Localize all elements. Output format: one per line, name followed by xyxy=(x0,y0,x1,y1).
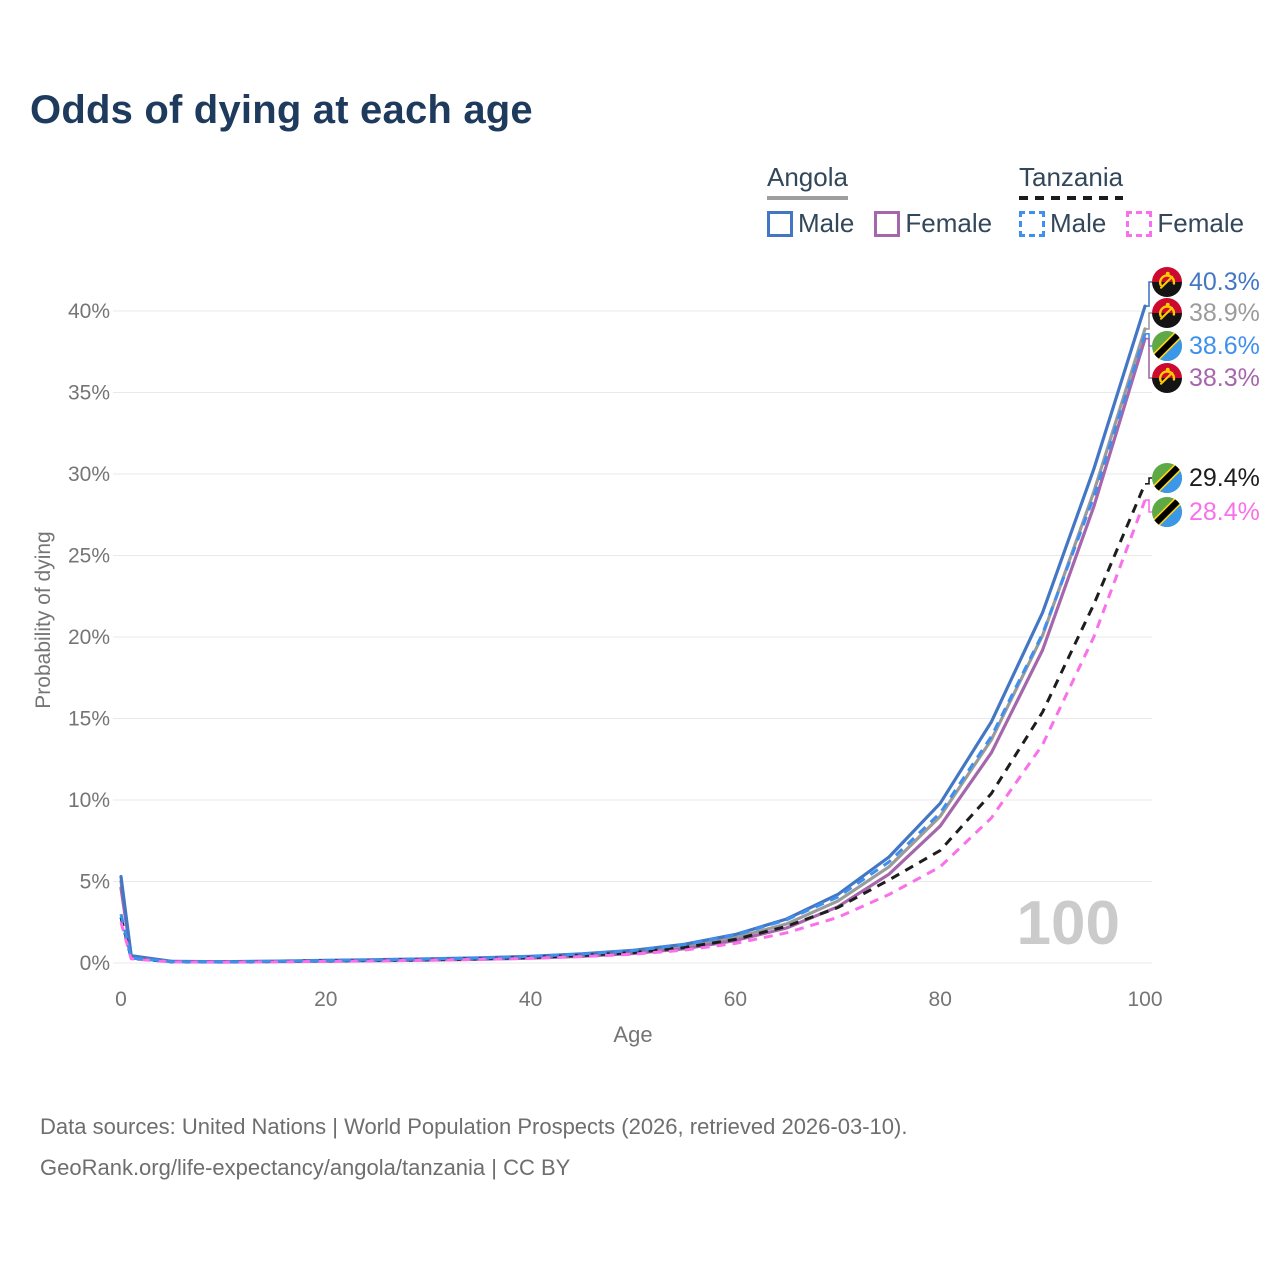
angola-flag-icon-0 xyxy=(1152,267,1182,297)
line-angola-both xyxy=(119,327,1147,964)
angola-female-swatch-icon xyxy=(874,210,901,237)
end-value-label-tanzania-male: 38.6% xyxy=(1189,332,1260,360)
callout-connector-1 xyxy=(1145,312,1152,330)
tanzania-female-swatch-icon xyxy=(1126,210,1153,237)
angola-emblem-machete xyxy=(1159,371,1174,385)
end-value-label-tanzania-female: 28.4% xyxy=(1189,498,1260,526)
end-value-label-tanzania-both: 29.4% xyxy=(1189,464,1260,492)
y-tick-label-10: 10% xyxy=(68,789,110,812)
angola-emblem-machete xyxy=(1159,275,1174,289)
angola-emblem-star xyxy=(1165,302,1170,307)
angola-emblem-star xyxy=(1165,367,1170,372)
angola-black xyxy=(1152,378,1182,393)
x-tick-label-80: 80 xyxy=(929,988,952,1011)
footer-data-sources: Data sources: United Nations | World Pop… xyxy=(40,1114,908,1139)
end-value-label-angola-male: 40.3% xyxy=(1189,268,1260,296)
tanzania-flag-icon-5-body xyxy=(1152,497,1182,527)
line-angola-female xyxy=(119,337,1147,964)
end-value-label-angola-female: 38.3% xyxy=(1189,364,1260,392)
footer-attribution: GeoRank.org/life-expectancy/angola/tanza… xyxy=(40,1155,571,1180)
end-value-label-angola-both: 38.9% xyxy=(1189,299,1260,327)
x-tick-label-0: 0 xyxy=(115,988,127,1011)
footer: Data sources: United Nations | World Pop… xyxy=(40,1106,907,1188)
x-axis-title: Age xyxy=(613,1022,652,1047)
angola-black xyxy=(1152,282,1182,297)
y-tick-label-20: 20% xyxy=(68,626,110,649)
age-counter-watermark: 100 xyxy=(1017,889,1120,958)
legend-group-tanzania: Tanzania Male Female xyxy=(1019,162,1244,239)
angola-flag-icon-1 xyxy=(1152,298,1182,328)
legend-label-angola-female: Female xyxy=(905,208,993,238)
legend-country-tanzania-label: Tanzania xyxy=(1019,162,1124,192)
tanzania-flag-icon-4 xyxy=(1152,463,1182,493)
angola-flag-icon-0-body xyxy=(1152,267,1182,297)
mortality-line-chart: 0% 5% 10% 15% 20% 25% 30% 35% 40% 0 20 40 60 80 100 40… xyxy=(32,267,1260,1047)
angola-emblem-gear xyxy=(1159,370,1176,383)
legend-country-angola: Angola xyxy=(767,162,848,200)
line-angola-male xyxy=(119,304,1147,964)
legend-item-angola-female[interactable]: Female xyxy=(874,208,992,239)
y-tick-label-35: 35% xyxy=(68,382,110,405)
angola-emblem-gear xyxy=(1159,305,1176,318)
legend-group-angola: Angola Male Female xyxy=(767,162,992,239)
y-tick-label-40: 40% xyxy=(68,300,110,323)
chart-annotations: 40.3% 38.9% 38.6% 38.3% 29.4% 28.4% xyxy=(1145,267,1260,527)
tanzania-flag-icon-4-body xyxy=(1152,463,1182,493)
x-tick-label-100: 100 xyxy=(1127,988,1162,1011)
legend-label-tanzania-female: Female xyxy=(1157,208,1245,238)
tanzania-flag-icon-2-body xyxy=(1152,331,1182,361)
angola-emblem-star xyxy=(1165,271,1170,276)
tanzania-black-band xyxy=(1152,331,1182,361)
legend-item-tanzania-female[interactable]: Female xyxy=(1126,208,1244,239)
y-tick-label-30: 30% xyxy=(68,463,110,486)
callout-connector-3 xyxy=(1145,337,1152,379)
tanzania-black-band xyxy=(1152,497,1182,527)
tanzania-male-swatch-icon xyxy=(1019,210,1045,237)
y-tick-label-5: 5% xyxy=(80,871,110,894)
legend-country-tanzania: Tanzania xyxy=(1019,162,1124,200)
line-tanzania-male xyxy=(119,333,1147,964)
tanzania-flag-icon-5 xyxy=(1152,497,1182,527)
callout-connector-4 xyxy=(1145,477,1152,485)
angola-flag-icon-3 xyxy=(1152,363,1182,393)
tanzania-dashed-line-swatch xyxy=(1019,196,1124,200)
x-tick-label-60: 60 xyxy=(724,988,747,1011)
y-tick-label-25: 25% xyxy=(68,545,110,568)
y-tick-label-0: 0% xyxy=(80,952,110,975)
gridlines: 0% 5% 10% 15% 20% 25% 30% 35% 40% 0 20 40 60 80 100 xyxy=(68,300,1163,1011)
y-axis-title: Probability of dying xyxy=(32,531,55,708)
tanzania-black-band xyxy=(1152,463,1182,493)
angola-black xyxy=(1152,313,1182,328)
angola-solid-line-swatch xyxy=(767,196,848,200)
angola-flag-icon-1-body xyxy=(1152,298,1182,328)
angola-male-swatch-icon xyxy=(767,210,793,237)
callout-connector-0 xyxy=(1145,281,1152,307)
x-tick-label-40: 40 xyxy=(519,988,542,1011)
page-title: Odds of dying at each age xyxy=(30,88,533,132)
tanzania-flag-icon-2 xyxy=(1152,331,1182,361)
y-tick-label-15: 15% xyxy=(68,708,110,731)
legend-item-angola-male[interactable]: Male xyxy=(767,208,854,239)
x-tick-label-20: 20 xyxy=(314,988,337,1011)
legend-label-tanzania-male: Male xyxy=(1050,208,1107,238)
angola-flag-icon-3-body xyxy=(1152,363,1182,393)
chart-series xyxy=(119,304,1147,964)
callout-connector-5 xyxy=(1145,499,1152,513)
legend-label-angola-male: Male xyxy=(798,208,855,238)
legend-item-tanzania-male[interactable]: Male xyxy=(1019,208,1106,239)
angola-emblem-gear xyxy=(1159,274,1176,287)
angola-emblem-machete xyxy=(1159,306,1174,320)
legend-country-angola-label: Angola xyxy=(767,162,848,192)
line-tanzania-female xyxy=(119,499,1147,964)
